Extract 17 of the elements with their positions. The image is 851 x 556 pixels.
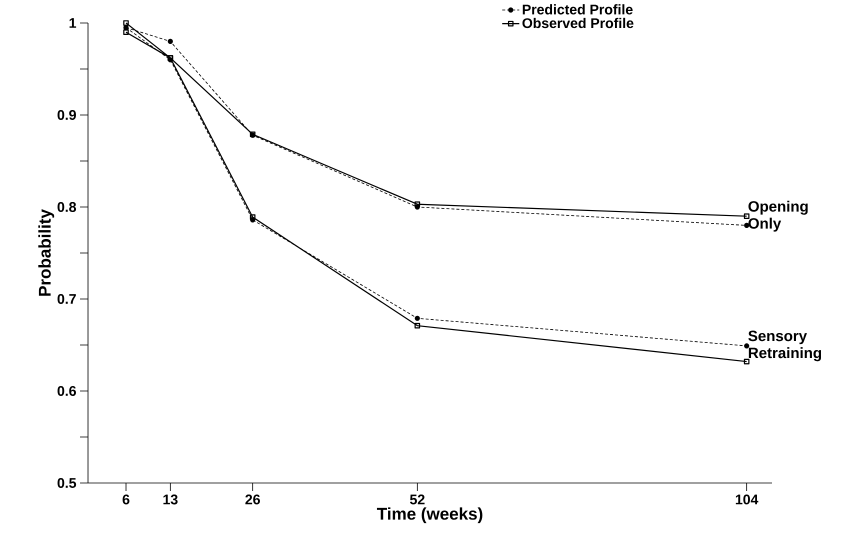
y-tick-label: 0.5 [58, 478, 76, 488]
x-tick-label: 52 [410, 494, 425, 504]
x-tick-label: 104 [736, 494, 758, 504]
y-tick-label: 0.9 [58, 110, 76, 120]
y-tick-label: 1 [70, 18, 76, 28]
x-axis-title: Time (weeks) [376, 507, 482, 524]
y-tick-label: 0.8 [58, 202, 76, 212]
legend-label: Observed Profile [522, 18, 634, 28]
annotation: Sensory Retraining [748, 330, 822, 362]
legend-label: Predicted Profile [522, 4, 633, 14]
y-tick-label: 0.7 [58, 294, 76, 304]
x-tick-label: 26 [245, 494, 260, 504]
x-tick-label: 13 [163, 494, 178, 504]
x-tick-label: 6 [122, 494, 130, 504]
y-tick-label: 0.6 [58, 386, 76, 396]
y-axis-title: Probability [38, 209, 54, 296]
annotation: Opening Only [748, 200, 808, 232]
